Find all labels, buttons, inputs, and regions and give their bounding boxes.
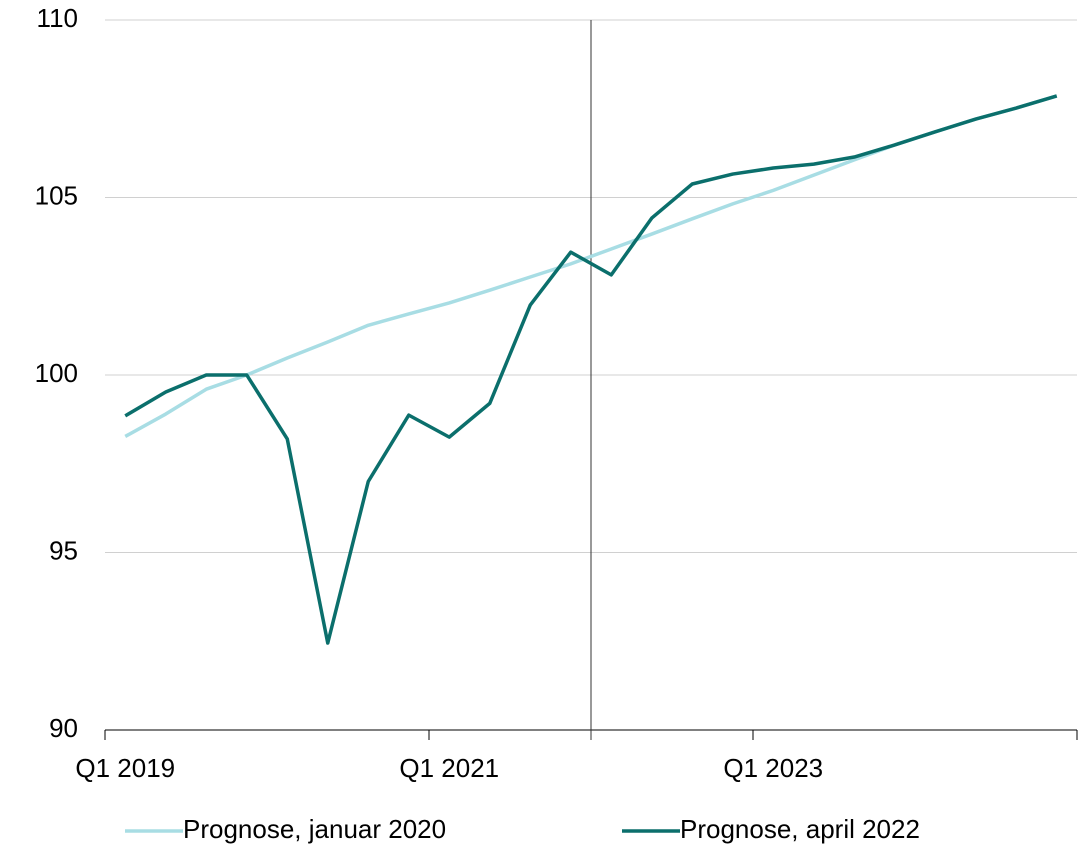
legend-label: Prognose, april 2022 (680, 814, 920, 844)
x-tick-label: Q1 2023 (723, 753, 823, 783)
series-line (124, 94, 1058, 645)
x-tick-label: Q1 2019 (75, 753, 175, 783)
y-tick-label: 110 (37, 3, 78, 33)
legend-label: Prognose, januar 2020 (183, 814, 446, 844)
y-tick-label: 95 (49, 535, 78, 565)
x-tick-label: Q1 2021 (399, 753, 499, 783)
y-tick-label: 100 (35, 358, 78, 388)
y-tick-label: 105 (35, 180, 78, 210)
y-tick-label: 90 (49, 713, 78, 743)
